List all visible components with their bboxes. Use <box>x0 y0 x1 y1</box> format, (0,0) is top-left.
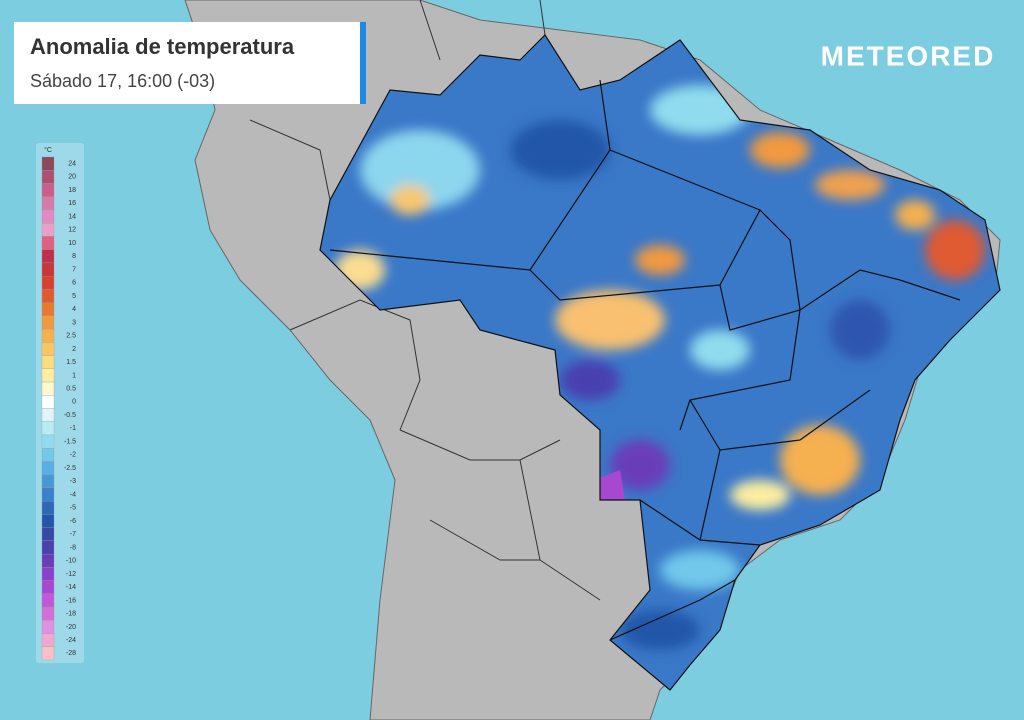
legend-label: 1.5 <box>66 359 76 366</box>
legend-label: 18 <box>68 187 76 194</box>
legend-label: -4 <box>70 491 76 498</box>
subtitle: Sábado 17, 16:00 (-03) <box>30 71 215 91</box>
legend-label: 16 <box>68 200 76 207</box>
legend-swatch <box>41 223 55 237</box>
legend-swatch <box>41 183 55 197</box>
legend-label: -16 <box>66 597 76 604</box>
legend-label: -18 <box>66 611 76 618</box>
legend-label: -0.5 <box>64 412 76 419</box>
legend-swatch <box>41 275 55 290</box>
legend-label: -12 <box>66 571 76 578</box>
title: Anomalia de temperatura <box>30 34 295 59</box>
legend-label: -1.5 <box>64 438 76 445</box>
legend-swatch <box>41 395 55 409</box>
legend-swatch <box>41 289 55 303</box>
legend-swatch <box>41 593 55 608</box>
legend-swatch <box>41 461 55 475</box>
legend-label: 7 <box>72 266 76 273</box>
legend-swatch <box>41 487 55 502</box>
legend-label: -14 <box>66 584 76 591</box>
legend: °C 24 20 18 16 14 12 10 8 7 6 5 4 3 2.5 2 1.5 1 0.5 0 -0.5 -… <box>36 143 84 663</box>
legend-swatch <box>41 580 55 594</box>
legend-label: -28 <box>66 650 76 657</box>
legend-label: 14 <box>68 213 76 220</box>
legend-label: 6 <box>72 280 76 287</box>
legend-swatch <box>41 196 55 211</box>
legend-swatch <box>41 156 55 171</box>
legend-label: 2 <box>72 346 76 353</box>
country-borders <box>249 0 601 601</box>
legend-swatch <box>41 633 55 647</box>
title-box: Anomalia de temperatura Sábado 17, 16:00… <box>14 22 366 104</box>
legend-swatch <box>41 408 55 422</box>
legend-swatch <box>41 421 55 436</box>
legend-swatch <box>41 262 55 277</box>
legend-label: -6 <box>70 518 76 525</box>
legend-label: -3 <box>70 478 76 485</box>
legend-swatch <box>41 527 55 542</box>
legend-label: -5 <box>70 505 76 512</box>
legend-label: -20 <box>66 624 76 631</box>
legend-swatch <box>41 540 55 555</box>
legend-swatch <box>41 646 55 661</box>
legend-swatch <box>41 567 55 581</box>
legend-label: -2.5 <box>64 465 76 472</box>
legend-swatch <box>41 381 55 396</box>
legend-unit: °C <box>44 146 52 154</box>
legend-label: 0 <box>72 399 76 406</box>
legend-label: 5 <box>72 293 76 300</box>
legend-swatch <box>41 302 55 316</box>
legend-swatch <box>41 249 55 264</box>
legend-swatch <box>41 342 55 356</box>
legend-swatch <box>41 236 55 250</box>
legend-swatch <box>41 209 55 224</box>
legend-swatch <box>41 355 55 369</box>
legend-label: 0.5 <box>66 385 76 392</box>
legend-label: 2.5 <box>66 333 76 340</box>
legend-label: -1 <box>70 425 76 432</box>
legend-swatch <box>41 368 55 383</box>
legend-label: 10 <box>68 240 76 247</box>
legend-swatch <box>41 434 55 449</box>
legend-label: 20 <box>68 174 76 181</box>
legend-label: 4 <box>72 306 76 313</box>
legend-label: 3 <box>72 319 76 326</box>
legend-label: 1 <box>72 372 76 379</box>
legend-label: 12 <box>68 227 76 234</box>
legend-label: 24 <box>68 160 76 167</box>
legend-label: -2 <box>70 452 76 459</box>
legend-label: -24 <box>66 637 76 644</box>
legend-swatch <box>41 328 55 343</box>
legend-swatch <box>41 606 55 621</box>
legend-swatch <box>41 620 55 634</box>
legend-swatch <box>41 514 55 528</box>
logo: METEORED <box>821 40 996 71</box>
legend-swatch <box>41 448 55 462</box>
legend-swatch <box>41 170 55 184</box>
legend-label: -7 <box>70 531 76 538</box>
legend-swatch <box>41 315 55 330</box>
legend-label: -8 <box>70 544 76 551</box>
legend-swatch <box>41 553 55 568</box>
legend-swatch <box>41 501 55 515</box>
legend-swatch <box>41 474 55 489</box>
legend-label: 8 <box>72 253 76 260</box>
legend-label: -10 <box>66 558 76 565</box>
